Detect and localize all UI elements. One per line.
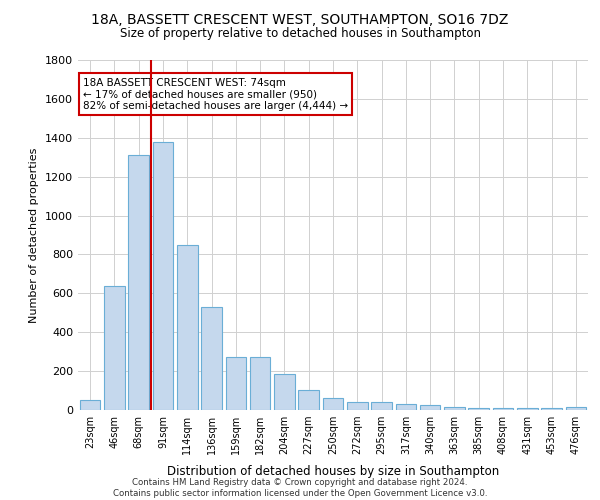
- Text: Contains HM Land Registry data © Crown copyright and database right 2024.
Contai: Contains HM Land Registry data © Crown c…: [113, 478, 487, 498]
- Bar: [80, 400, 100, 410]
- Bar: [250, 356, 271, 410]
- Bar: [395, 404, 416, 410]
- X-axis label: Distribution of detached houses by size in Southampton: Distribution of detached houses by size …: [167, 466, 499, 478]
- Bar: [517, 408, 538, 410]
- Text: Size of property relative to detached houses in Southampton: Size of property relative to detached ho…: [119, 28, 481, 40]
- Bar: [347, 402, 368, 410]
- Y-axis label: Number of detached properties: Number of detached properties: [29, 148, 40, 322]
- Bar: [493, 408, 514, 410]
- Text: 18A BASSETT CRESCENT WEST: 74sqm
← 17% of detached houses are smaller (950)
82% : 18A BASSETT CRESCENT WEST: 74sqm ← 17% o…: [83, 78, 348, 110]
- Bar: [128, 156, 149, 410]
- Bar: [444, 407, 465, 410]
- Bar: [420, 405, 440, 410]
- Bar: [177, 244, 197, 410]
- Bar: [152, 142, 173, 410]
- Bar: [201, 307, 222, 410]
- Bar: [323, 398, 343, 410]
- Bar: [226, 356, 246, 410]
- Bar: [541, 408, 562, 410]
- Bar: [274, 374, 295, 410]
- Bar: [298, 390, 319, 410]
- Text: 18A, BASSETT CRESCENT WEST, SOUTHAMPTON, SO16 7DZ: 18A, BASSETT CRESCENT WEST, SOUTHAMPTON,…: [91, 12, 509, 26]
- Bar: [469, 408, 489, 410]
- Bar: [371, 402, 392, 410]
- Bar: [104, 286, 125, 410]
- Bar: [566, 407, 586, 410]
